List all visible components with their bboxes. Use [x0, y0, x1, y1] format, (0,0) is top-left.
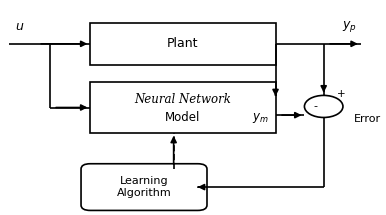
Text: Model: Model: [165, 111, 201, 124]
FancyBboxPatch shape: [90, 82, 276, 133]
Circle shape: [305, 95, 343, 117]
FancyBboxPatch shape: [90, 23, 276, 65]
Text: $y_p$: $y_p$: [342, 19, 357, 34]
FancyBboxPatch shape: [81, 164, 207, 210]
Text: $y_m$: $y_m$: [252, 111, 269, 125]
Text: Neural Network: Neural Network: [134, 93, 231, 106]
Text: -: -: [313, 101, 317, 111]
Text: Learning
Algorithm: Learning Algorithm: [117, 176, 171, 198]
Text: +: +: [337, 89, 345, 99]
Text: $u$: $u$: [15, 20, 25, 33]
Text: Error: Error: [354, 114, 381, 124]
Text: Plant: Plant: [167, 37, 199, 50]
